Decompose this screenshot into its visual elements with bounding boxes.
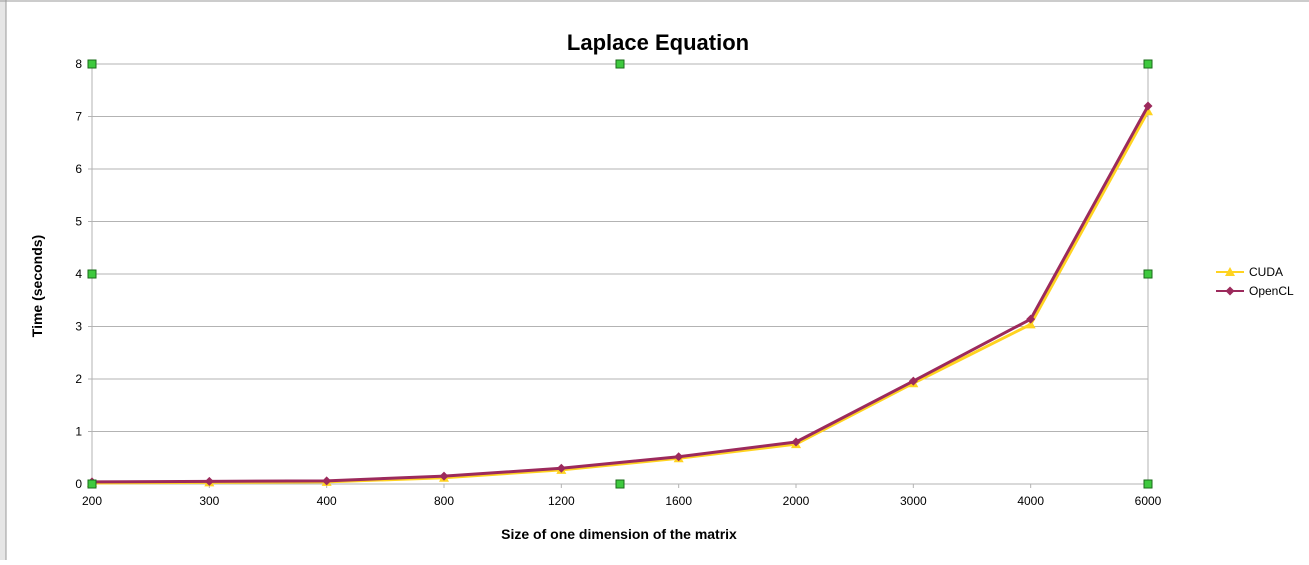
data-point-opencl [674,452,684,462]
legend: CUDA OpenCL [1216,265,1294,298]
series-line-opencl [91,105,1150,484]
x-tick-label: 4000 [1017,494,1044,508]
series-cuda [87,106,1153,487]
y-tick-label: 3 [75,320,82,334]
resize-handle[interactable] [1143,269,1153,279]
series-opencl [87,101,1153,487]
y-tick-label: 2 [75,372,82,386]
x-axis-label: Size of one dimension of the matrix [501,526,737,542]
resize-handle[interactable] [1143,59,1153,69]
data-point-opencl [439,471,449,481]
y-tick-label: 6 [75,162,82,176]
x-tick-label: 1600 [665,494,692,508]
legend-item-cuda: CUDA [1216,265,1283,279]
resize-handle[interactable] [615,59,625,69]
x-tick-label: 2000 [783,494,810,508]
data-point-opencl [1026,314,1036,324]
x-tick-label: 800 [434,494,454,508]
data-point-opencl [1143,101,1153,111]
resize-handle[interactable] [87,269,97,279]
y-tick-label: 7 [75,110,82,124]
y-axis-label: Time (seconds) [29,235,45,337]
y-tick-label: 1 [75,425,82,439]
resize-handle[interactable] [615,479,625,489]
legend-item-opencl: OpenCL [1216,284,1294,298]
legend-marker-opencl [1225,286,1235,296]
data-point-cuda [1025,319,1036,329]
chart-title: Laplace Equation [567,30,749,55]
x-tick-label: 1200 [548,494,575,508]
selection-handles[interactable] [87,59,1153,489]
x-tick-label: 400 [317,494,337,508]
y-tick-label: 8 [75,57,82,71]
data-point-opencl [908,376,918,386]
data-point-opencl [322,476,332,486]
x-tick-label: 6000 [1135,494,1162,508]
y-tick-label: 0 [75,477,82,491]
data-point-opencl [791,437,801,447]
x-tick-label: 300 [199,494,219,508]
y-tick-label: 5 [75,215,82,229]
legend-label-opencl: OpenCL [1249,284,1294,298]
grid-lines [92,63,1148,485]
data-point-opencl [556,463,566,473]
x-tick-label: 200 [82,494,102,508]
data-point-opencl [204,476,214,486]
legend-marker-cuda [1225,267,1235,276]
resize-handle[interactable] [87,479,97,489]
x-axis-ticks: 200 300 400 800 1200 1600 2000 3000 4000 6000 [82,484,1162,508]
resize-handle[interactable] [87,59,97,69]
series-line-cuda [91,110,1150,485]
resize-handle[interactable] [1143,479,1153,489]
x-tick-label: 3000 [900,494,927,508]
legend-label-cuda: CUDA [1249,265,1283,279]
series-layer [87,101,1153,487]
y-tick-label: 4 [75,267,82,281]
